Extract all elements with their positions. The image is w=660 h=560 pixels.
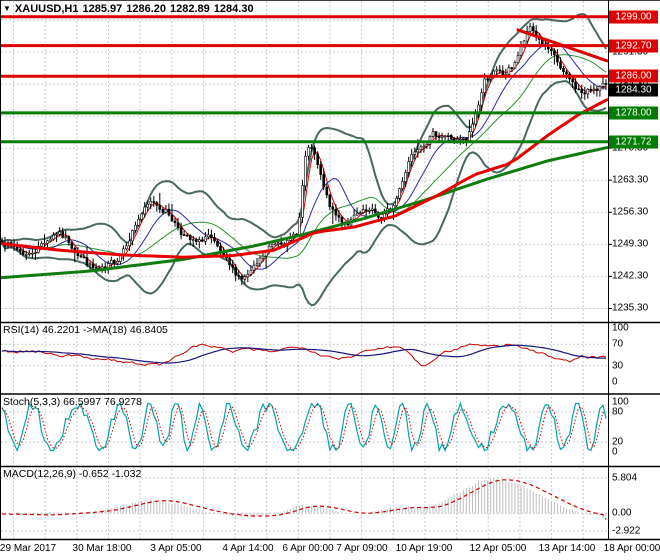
rsi-tick: 30: [612, 360, 624, 372]
rsi-tick: 0: [612, 376, 618, 388]
stoch-tick: 80: [612, 406, 624, 418]
price-tick: 1235.30: [612, 302, 649, 314]
support-price-badge: 1278.00: [609, 106, 658, 120]
stoch-tick: 100: [612, 396, 629, 408]
symbol-dropdown-icon[interactable]: ▼: [3, 4, 11, 13]
price-tick: 1263.30: [612, 174, 649, 186]
price-low: 1282.89: [170, 3, 210, 15]
price-tick: 1256.30: [612, 206, 649, 218]
symbol-info: ▼ XAUUSD,H1 1285.97 1286.20 1282.89 1284…: [3, 3, 254, 15]
stoch-tick: 20: [612, 436, 624, 448]
time-label: 6 Apr 00:00: [282, 543, 334, 554]
macd-tick: 5.804: [612, 472, 638, 484]
time-label: 10 Apr 19:00: [395, 543, 453, 554]
macd-tick: -2.922: [612, 525, 641, 537]
time-label: 18 Apr 00:00: [603, 543, 660, 554]
price-tick: 1249.30: [612, 238, 649, 250]
resistance-price-badge: 1292.70: [609, 39, 658, 53]
resistance-price-badge: 1286.00: [609, 69, 658, 83]
price-high: 1286.20: [126, 3, 167, 15]
time-label: 4 Apr 14:00: [222, 543, 274, 554]
price-tick: 1270.30: [612, 142, 649, 154]
time-label: 30 Mar 18:00: [72, 543, 132, 554]
time-label: 7 Apr 09:00: [336, 543, 388, 554]
price-open: 1285.97: [82, 3, 123, 15]
price-close: 1284.30: [213, 3, 254, 15]
macd-tick: 0.00: [612, 507, 632, 519]
resistance-price-badge: 1299.00: [609, 10, 658, 24]
time-label: 13 Apr 14:00: [538, 543, 596, 554]
time-label: 12 Apr 05:00: [469, 543, 527, 554]
time-label: 3 Apr 05:00: [150, 543, 202, 554]
rsi-panel-label: RSI(14) 46.2201 ->MA(18) 46.8405: [3, 324, 168, 336]
price-tick: 1242.30: [612, 270, 649, 282]
bid-price-badge: 1284.30: [609, 83, 658, 97]
stoch-tick: 0: [612, 446, 618, 458]
symbol-name: XAUUSD,H1: [14, 3, 79, 15]
rsi-tick: 100: [612, 322, 629, 334]
rsi-tick: 70: [612, 338, 624, 350]
support-price-badge: 1271.72: [609, 135, 658, 149]
time-label: 29 Mar 2017: [0, 543, 57, 554]
macd-panel-label: MACD(12,26,9) -0.652 -1.032: [3, 468, 142, 480]
stoch-panel-label: Stoch(5,3,3) 66.5997 76.9278: [3, 396, 142, 408]
